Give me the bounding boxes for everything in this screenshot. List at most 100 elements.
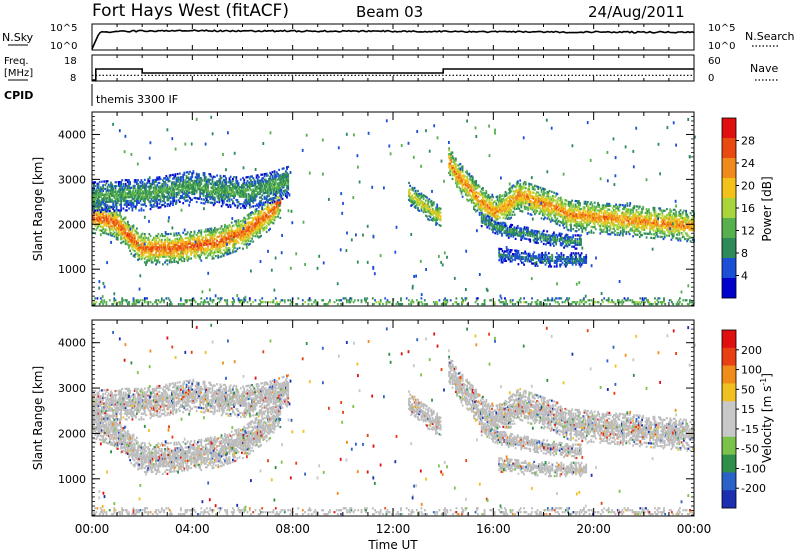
power-cell [508, 207, 510, 210]
power-cell [230, 187, 233, 190]
power-cell [199, 257, 201, 260]
power-cell [573, 216, 576, 219]
power-cell [236, 180, 239, 183]
power-cell [257, 225, 260, 228]
power-cell [486, 198, 489, 201]
power-cell [190, 183, 192, 186]
power-cell [471, 183, 474, 186]
power-cell [425, 195, 427, 198]
power-cell [482, 198, 484, 201]
power-cell [428, 209, 431, 212]
power-cell [96, 205, 99, 208]
power-cell [269, 222, 271, 225]
power-cell [465, 184, 467, 187]
power-cell [99, 192, 102, 195]
power-cell [527, 187, 529, 191]
power-cell [166, 246, 169, 249]
power-cell [216, 187, 218, 190]
power-cell [191, 185, 194, 188]
power-cell [252, 195, 255, 199]
power-cell [246, 189, 249, 192]
power-cell [277, 182, 279, 185]
power-cell [173, 251, 176, 254]
power-cell [253, 184, 256, 187]
power-cell [575, 222, 578, 225]
power-cell [236, 227, 239, 230]
power-cell [496, 216, 499, 219]
power-cell [526, 195, 528, 198]
date-title: 24/Aug/2011 [588, 3, 685, 21]
power-cell [180, 258, 182, 261]
power-cell [264, 186, 267, 189]
power-cell [592, 212, 595, 215]
power-cell [94, 196, 97, 199]
power-cell [173, 177, 176, 180]
power-cell [185, 175, 188, 178]
power-cell [219, 180, 222, 183]
power-cell [148, 238, 151, 241]
power-cell [473, 205, 475, 208]
power-cell [162, 246, 164, 249]
power-cell [235, 187, 238, 190]
power-cell [221, 182, 224, 185]
power-cell [199, 180, 201, 183]
power-cell [503, 202, 506, 206]
power-cell [261, 184, 264, 187]
power-cell [105, 199, 108, 202]
power-cell [213, 238, 216, 241]
power-cell [171, 251, 173, 254]
power-cell [451, 151, 454, 154]
power-cell [537, 195, 540, 198]
power-cell [112, 202, 115, 205]
power-cell [132, 226, 135, 229]
power-cell [114, 228, 117, 231]
power-cell [147, 248, 150, 251]
power-cell [512, 184, 515, 187]
power-cell [185, 180, 188, 183]
power-cell [467, 180, 470, 184]
power-cell [147, 198, 150, 202]
power-cell [171, 194, 173, 197]
power-cell [222, 199, 225, 202]
power-cell [273, 205, 276, 209]
power-cell [229, 233, 232, 236]
power-cell [252, 197, 255, 200]
power-cell [573, 218, 576, 221]
power-cell [416, 192, 418, 195]
power-cell [197, 243, 199, 246]
power-cell [569, 203, 571, 206]
power-cell [550, 219, 553, 222]
power-cell [234, 250, 236, 253]
power-cell [466, 189, 468, 192]
power-cell [574, 216, 577, 219]
power-cell [228, 239, 231, 242]
power-cell [556, 206, 559, 209]
power-cell [426, 207, 428, 211]
power-cell [458, 186, 461, 189]
power-cell [162, 179, 164, 182]
power-cell [471, 181, 474, 185]
power-cell [602, 225, 605, 228]
power-cell [505, 211, 508, 214]
power-cell [111, 206, 113, 209]
power-cell [162, 244, 164, 247]
power-cell [173, 249, 176, 252]
power-cell [193, 238, 196, 241]
power-cell [591, 218, 594, 221]
power-cell [178, 183, 181, 187]
power-cell [193, 253, 196, 256]
power-cell [242, 234, 244, 237]
power-cell [114, 190, 117, 193]
power-cell [233, 187, 235, 190]
power-cell [580, 221, 582, 224]
power-cell [252, 201, 255, 204]
power-cell [146, 259, 148, 262]
power-cell [105, 232, 108, 235]
power-cell [409, 199, 411, 202]
power-cell [259, 196, 261, 199]
power-cell [247, 202, 250, 205]
power-cell [278, 195, 280, 198]
power-cell [277, 189, 279, 193]
power-cell [262, 212, 265, 215]
power-cell [541, 202, 544, 205]
